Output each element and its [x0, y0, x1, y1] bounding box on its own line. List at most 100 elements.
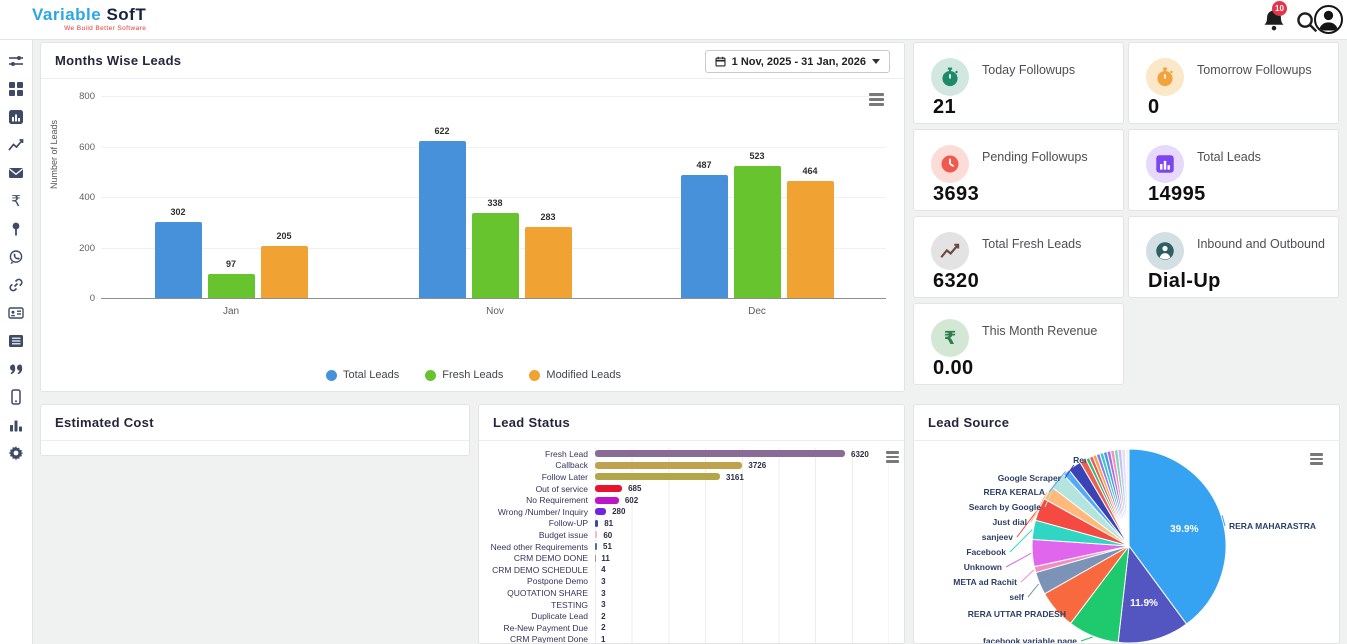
legend-item-modified-leads[interactable]: Modified Leads [529, 369, 621, 381]
pie-slice-label: RERA KERALA [983, 487, 1045, 497]
notifications-bell-icon[interactable]: 10 [1262, 1, 1287, 32]
bar-modified-leads-jan[interactable] [260, 246, 308, 298]
sidebar-item-link-icon[interactable] [8, 277, 24, 293]
sidebar-item-mobile-icon[interactable] [8, 389, 24, 405]
bar-value-label: 97 [225, 258, 236, 269]
sidebar-item-list-icon[interactable] [8, 333, 24, 349]
bar-total-leads-jan[interactable] [154, 221, 202, 298]
chart-menu-icon[interactable] [869, 93, 884, 106]
sidebar-item-chart-square-icon[interactable] [8, 109, 24, 125]
stat-cards-grid: Today Followups 21 Tomorrow Followups 0 Pend… [913, 42, 1340, 385]
sidebar-item-whatsapp-icon[interactable] [8, 249, 24, 265]
stat-card-total-leads[interactable]: Total Leads 14995 [1128, 129, 1339, 211]
lead-status-bar-track: 3 [595, 587, 889, 599]
lead-status-bar-track: 3 [595, 575, 889, 588]
lead-status-bar[interactable] [595, 485, 623, 493]
sidebar-item-mail-icon[interactable] [8, 165, 24, 181]
search-icon[interactable] [1295, 10, 1319, 34]
lead-status-bar-track: 6320 [595, 448, 889, 460]
stat-card-this-month-revenue[interactable]: ₹ This Month Revenue 0.00 [913, 303, 1124, 385]
lead-status-row: Re-New Payment Due 2 [479, 621, 904, 634]
lead-status-bar[interactable] [595, 554, 596, 562]
bar-fresh-leads-nov[interactable] [471, 212, 519, 298]
lead-status-bar[interactable] [595, 508, 607, 516]
stat-card-today-followups[interactable]: Today Followups 21 [913, 42, 1124, 124]
y-tick-label: 600 [79, 141, 95, 153]
pie-leader-line [1221, 515, 1226, 527]
sidebar-item-id-card-icon[interactable] [8, 305, 24, 321]
sidebar-item-bar-chart-icon[interactable] [8, 417, 24, 433]
sidebar-item-sliders-icon[interactable] [8, 53, 24, 69]
pie-leader-line [1027, 583, 1039, 598]
lead-status-bar[interactable] [595, 473, 721, 481]
chart-square-icon [1146, 145, 1184, 183]
sidebar-item-rupee-icon[interactable]: ₹ [11, 192, 21, 210]
bar-fresh-leads-dec[interactable] [733, 165, 781, 298]
sidebar-item-grid-icon[interactable] [8, 81, 24, 97]
app-logo[interactable]: Variable SofT We Build Better Software [32, 6, 146, 33]
pie-percent-label: 39.9% [1170, 524, 1198, 535]
stat-card-value: 3693 [933, 183, 980, 205]
stat-card-title: Total Leads [1197, 150, 1261, 164]
lead-status-bar-track: 3 [595, 598, 889, 611]
sidebar-item-quote-icon[interactable] [8, 361, 24, 377]
sidebar-item-gear-icon[interactable] [8, 445, 24, 461]
lead-source-menu-icon[interactable] [1310, 453, 1323, 465]
lead-status-bar[interactable] [595, 519, 599, 527]
sidebar-item-line-chart-icon[interactable] [8, 137, 24, 153]
pie-slice-label: sanjeev [982, 532, 1013, 542]
pie-slice-slice-25[interactable] [1124, 448, 1130, 547]
stat-card-inbound-and-outbound[interactable]: Inbound and Outbound Dial-Up [1128, 216, 1339, 298]
bar-modified-leads-dec[interactable] [786, 180, 834, 298]
bar-total-leads-nov[interactable] [418, 140, 466, 298]
stat-card-title: Today Followups [982, 63, 1076, 77]
lead-status-bar[interactable] [595, 496, 619, 504]
notification-count-badge: 10 [1272, 1, 1287, 16]
pie-slice-label: Facebook [966, 547, 1006, 557]
stat-card-title: Pending Followups [982, 150, 1088, 164]
y-tick-label: 800 [79, 91, 95, 102]
lead-status-value: 280 [612, 507, 626, 517]
lead-status-menu-icon[interactable] [886, 451, 899, 463]
bar-modified-leads-nov[interactable] [524, 226, 572, 298]
bar-total-leads-dec[interactable] [680, 175, 728, 298]
lead-status-row: Follow Later 3161 [479, 471, 904, 483]
pie-slice-label: Google Scraper [998, 473, 1062, 483]
pie-slice-slice-1[interactable] [1117, 544, 1188, 643]
legend-label: Modified Leads [546, 369, 622, 381]
stat-card-pending-followups[interactable]: Pending Followups 3693 [913, 129, 1124, 211]
lead-status-title: Lead Status [479, 405, 904, 441]
x-tick-label: Dec [748, 306, 766, 317]
y-tick-label: 0 [89, 293, 95, 304]
pie-leader-line [1005, 552, 1032, 568]
stat-card-total-fresh-leads[interactable]: Total Fresh Leads 6320 [913, 216, 1124, 298]
user-avatar[interactable] [1314, 5, 1343, 34]
lead-status-bar-track: 51 [595, 540, 889, 553]
bar-value-label: 283 [540, 211, 556, 222]
lead-status-bar[interactable] [595, 531, 598, 539]
lead-status-label: Out of service [535, 483, 588, 494]
lead-status-label: Fresh Lead [545, 448, 588, 459]
lead-status-value: 685 [628, 484, 642, 494]
legend-item-total-leads[interactable]: Total Leads [325, 369, 399, 381]
lead-status-bar-track: 2 [595, 621, 889, 634]
sidebar-item-pin-icon[interactable] [8, 221, 24, 237]
top-header: Variable SofT We Build Better Software 1… [0, 0, 1347, 40]
lead-status-value: 3 [601, 588, 606, 598]
lead-status-bar[interactable] [595, 450, 845, 458]
pie-slice-rera-maharastra[interactable] [1128, 448, 1227, 625]
bar-value-label: 338 [487, 197, 503, 208]
legend-item-fresh-leads[interactable]: Fresh Leads [425, 369, 503, 381]
line-chart-icon [931, 232, 969, 270]
pie-slice-label: facebook variable page [983, 636, 1077, 644]
stat-card-tomorrow-followups[interactable]: Tomorrow Followups 0 [1128, 42, 1339, 124]
pie-slice-label: Rera [1073, 455, 1092, 465]
bar-value-label: 302 [170, 206, 186, 217]
date-range-picker[interactable]: 1 Nov, 2025 - 31 Jan, 2026 [704, 50, 890, 73]
lead-status-value: 602 [624, 495, 639, 505]
bar-fresh-leads-jan[interactable] [207, 273, 255, 298]
lead-status-card: Lead Status Fresh Lead 6320 Callback 3726 Fo… [478, 404, 905, 644]
lead-status-bar[interactable] [595, 543, 598, 551]
lead-status-value: 60 [603, 530, 613, 540]
lead-status-bar[interactable] [595, 461, 743, 469]
